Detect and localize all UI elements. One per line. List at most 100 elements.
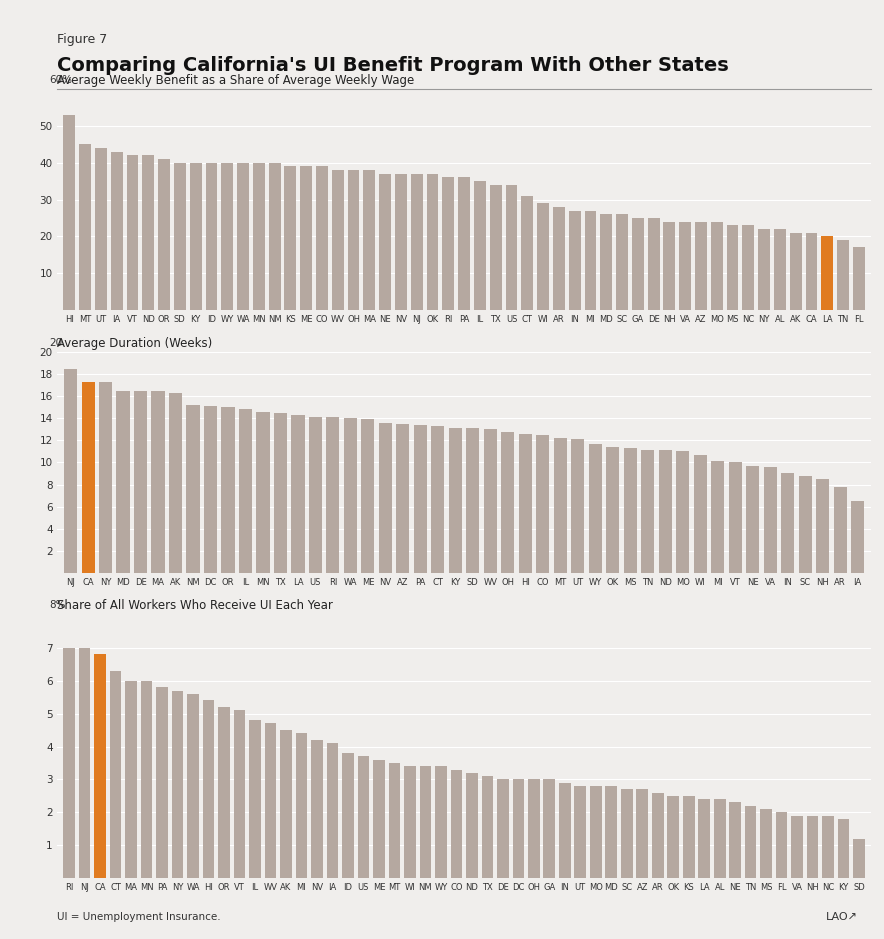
Text: 20: 20 <box>50 338 63 347</box>
Bar <box>64 648 75 878</box>
Bar <box>482 776 493 878</box>
Bar <box>156 687 168 878</box>
Bar <box>853 247 865 310</box>
Bar <box>838 819 850 878</box>
Bar <box>606 786 617 878</box>
Bar <box>187 694 199 878</box>
Bar <box>295 733 308 878</box>
Bar <box>110 152 123 310</box>
Text: 8%: 8% <box>50 600 65 609</box>
Bar <box>309 417 322 573</box>
Bar <box>513 779 524 878</box>
Bar <box>714 799 726 878</box>
Bar <box>264 723 277 878</box>
Bar <box>126 155 139 310</box>
Bar <box>218 707 230 878</box>
Bar <box>158 159 170 310</box>
Bar <box>695 222 707 310</box>
Bar <box>746 466 759 573</box>
Bar <box>79 648 90 878</box>
Bar <box>363 170 376 310</box>
Bar <box>233 710 245 878</box>
Bar <box>727 225 738 310</box>
Bar <box>590 786 602 878</box>
Bar <box>552 207 565 310</box>
Text: UI = Unemployment Insurance.: UI = Unemployment Insurance. <box>57 912 221 922</box>
Bar <box>95 654 106 878</box>
Bar <box>528 779 539 878</box>
Bar <box>606 447 620 573</box>
Bar <box>758 229 770 310</box>
Bar <box>466 773 477 878</box>
Bar <box>81 382 95 573</box>
Bar <box>358 757 370 878</box>
Bar <box>834 486 847 573</box>
Bar <box>616 214 628 310</box>
Bar <box>519 434 532 573</box>
Bar <box>427 174 438 310</box>
Text: Average Duration (Weeks): Average Duration (Weeks) <box>57 336 213 349</box>
Bar <box>559 783 570 878</box>
Bar <box>821 237 834 310</box>
Bar <box>745 806 757 878</box>
Bar <box>301 166 312 310</box>
Bar <box>285 166 296 310</box>
Text: Average Weekly Benefit as a Share of Average Weekly Wage: Average Weekly Benefit as a Share of Ave… <box>57 73 415 86</box>
Bar <box>64 115 75 310</box>
Bar <box>442 177 454 310</box>
Bar <box>679 222 691 310</box>
Bar <box>837 240 849 310</box>
Bar <box>274 413 287 573</box>
Bar <box>729 802 741 878</box>
Bar <box>544 779 555 878</box>
Bar <box>537 203 549 310</box>
Bar <box>652 793 664 878</box>
Bar <box>805 233 818 310</box>
Bar <box>776 812 788 878</box>
Bar <box>711 222 723 310</box>
Text: Share of All Workers Who Receive UI Each Year: Share of All Workers Who Receive UI Each… <box>57 599 333 612</box>
Bar <box>117 391 130 573</box>
Bar <box>816 479 829 573</box>
Bar <box>435 766 446 878</box>
Text: LAO↗: LAO↗ <box>826 912 857 922</box>
Bar <box>404 766 415 878</box>
Bar <box>506 185 517 310</box>
Bar <box>205 162 217 310</box>
Bar <box>239 409 252 573</box>
Bar <box>256 411 270 573</box>
Bar <box>571 439 584 573</box>
Bar <box>501 432 514 573</box>
Text: Comparing California's UI Benefit Program With Other States: Comparing California's UI Benefit Progra… <box>57 56 729 75</box>
Bar <box>458 177 470 310</box>
Bar <box>326 417 339 573</box>
Bar <box>807 815 819 878</box>
Bar <box>204 407 217 573</box>
Bar <box>698 799 710 878</box>
Bar <box>676 452 690 573</box>
Bar <box>141 681 152 878</box>
Bar <box>600 214 612 310</box>
Bar <box>249 720 261 878</box>
Bar <box>414 425 427 573</box>
Bar <box>142 155 154 310</box>
Bar <box>431 426 445 573</box>
Bar <box>316 166 328 310</box>
Bar <box>798 476 812 573</box>
Bar <box>80 145 91 310</box>
Bar <box>134 391 147 573</box>
Bar <box>466 428 479 573</box>
Bar <box>311 740 323 878</box>
Bar <box>632 218 644 310</box>
Bar <box>95 148 107 310</box>
Bar <box>636 789 648 878</box>
Bar <box>221 162 233 310</box>
Bar <box>347 170 360 310</box>
Bar <box>280 731 292 878</box>
Bar <box>522 196 533 310</box>
Bar <box>764 467 777 573</box>
Bar <box>389 762 400 878</box>
Bar <box>449 428 462 573</box>
Bar <box>169 393 182 573</box>
Bar <box>187 405 200 573</box>
